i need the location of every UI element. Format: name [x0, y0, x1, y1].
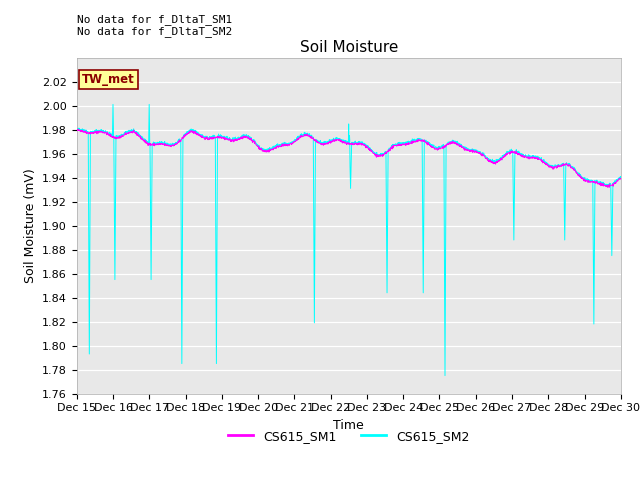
Y-axis label: Soil Moisture (mV): Soil Moisture (mV)	[24, 168, 36, 283]
Text: No data for f_DltaT_SM1
No data for f_DltaT_SM2: No data for f_DltaT_SM1 No data for f_Dl…	[77, 14, 232, 37]
Text: TW_met: TW_met	[82, 73, 135, 86]
X-axis label: Time: Time	[333, 419, 364, 432]
Title: Soil Moisture: Soil Moisture	[300, 40, 398, 55]
Legend: CS615_SM1, CS615_SM2: CS615_SM1, CS615_SM2	[223, 425, 475, 448]
